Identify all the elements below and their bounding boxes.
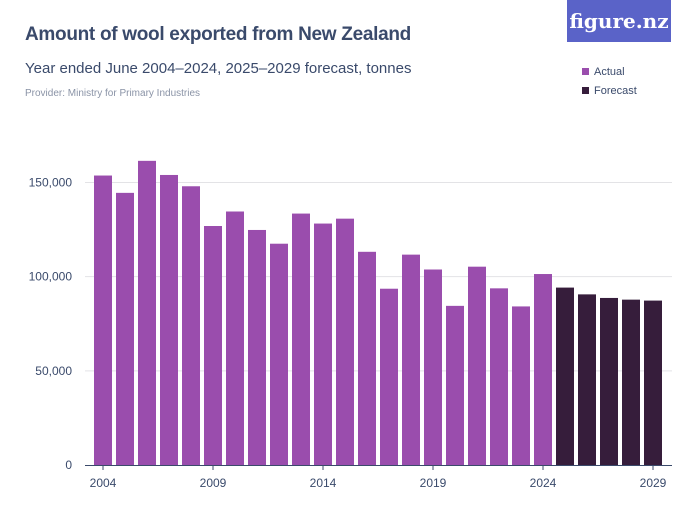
bar-2028: [622, 299, 640, 465]
legend-item-forecast: Forecast: [582, 81, 637, 100]
legend-swatch-forecast: [582, 87, 589, 94]
bar-2021: [468, 266, 486, 465]
bar-2029: [644, 300, 662, 465]
x-tick-label: 2019: [420, 476, 447, 490]
bar-2009: [204, 226, 222, 465]
y-tick-label: 50,000: [35, 364, 72, 378]
bar-2022: [490, 288, 508, 465]
bar-2025: [556, 287, 574, 465]
bar-2017: [380, 288, 398, 465]
bar-2011: [248, 229, 266, 465]
bar-2026: [578, 294, 596, 465]
bar-2027: [600, 297, 618, 465]
bar-2006: [138, 160, 156, 465]
bar-2024: [534, 274, 552, 465]
x-tick-label: 2029: [640, 476, 667, 490]
bar-2007: [160, 174, 178, 465]
bar-2019: [424, 269, 442, 465]
bar-2020: [446, 305, 464, 465]
chart-subtitle: Year ended June 2004–2024, 2025–2029 for…: [25, 60, 412, 77]
provider-text: Provider: Ministry for Primary Industrie…: [25, 88, 201, 99]
bar-2013: [292, 213, 310, 465]
y-tick-label: 100,000: [29, 270, 73, 284]
legend-swatch-actual: [582, 68, 589, 75]
bar-2008: [182, 186, 200, 465]
bar-2015: [336, 218, 354, 465]
figure-nz-logo[interactable]: figure.nz: [567, 0, 671, 42]
chart-title: Amount of wool exported from New Zealand: [25, 24, 411, 45]
bar-2018: [402, 254, 420, 465]
legend-label: Forecast: [594, 84, 637, 97]
y-tick-label: 150,000: [29, 176, 73, 190]
legend-label: Actual: [594, 65, 625, 78]
x-tick-label: 2014: [310, 476, 337, 490]
legend-item-actual: Actual: [582, 62, 637, 81]
bar-2005: [116, 192, 134, 465]
y-tick-label: 0: [65, 458, 72, 472]
legend: Actual Forecast: [582, 62, 637, 100]
x-tick-label: 2009: [200, 476, 227, 490]
bar-2012: [270, 243, 288, 465]
bar-2014: [314, 223, 332, 465]
bar-2004: [94, 175, 112, 465]
x-tick-label: 2024: [530, 476, 557, 490]
bar-2023: [512, 306, 530, 465]
bar-2016: [358, 251, 376, 465]
x-tick-label: 2004: [90, 476, 117, 490]
bar-2010: [226, 211, 244, 465]
